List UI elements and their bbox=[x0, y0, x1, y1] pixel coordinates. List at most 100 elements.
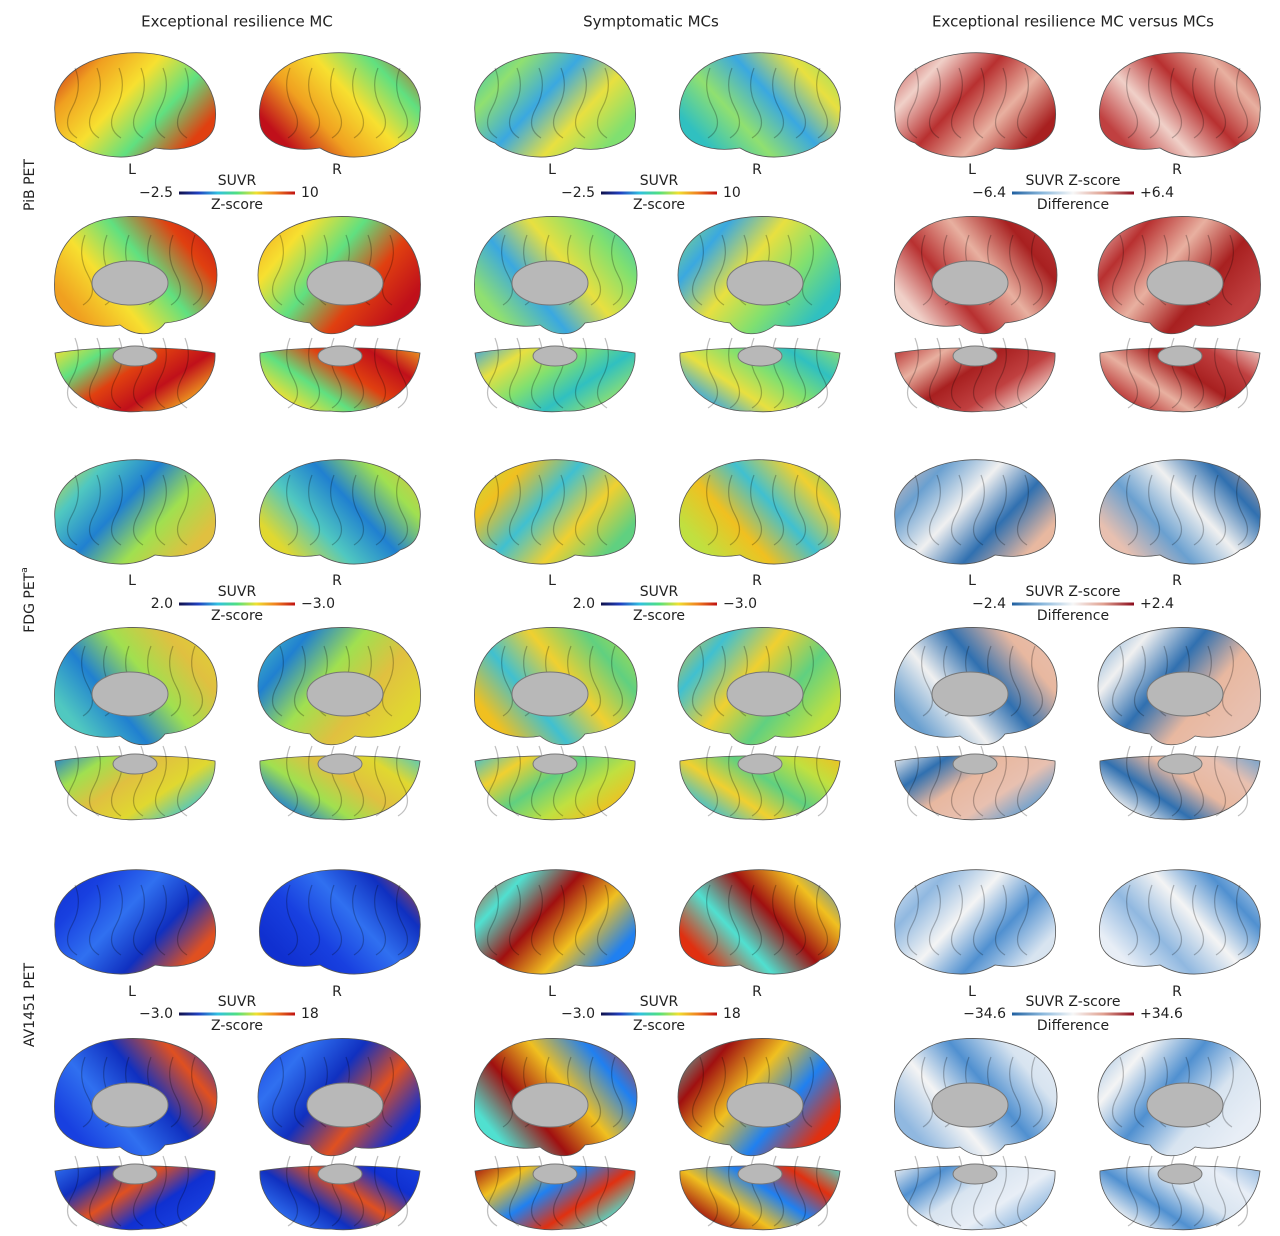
colorbar-subtitle: Z-score bbox=[633, 608, 685, 624]
sulcus bbox=[1236, 67, 1249, 139]
colorbar-min: −2.4 bbox=[972, 596, 1006, 612]
colorbar-max: +2.4 bbox=[1140, 596, 1174, 612]
hemisphere-label: R bbox=[332, 162, 342, 178]
brain-medial bbox=[257, 1038, 421, 1157]
hemisphere-label: L bbox=[968, 162, 976, 178]
row-label: FDG PETa bbox=[20, 567, 39, 633]
sulcus bbox=[88, 474, 101, 546]
sulcus bbox=[772, 884, 785, 956]
subcortical bbox=[931, 671, 1009, 717]
hemisphere-label: L bbox=[128, 984, 136, 1000]
colorbar-subtitle: Difference bbox=[1037, 608, 1109, 624]
sulcus bbox=[994, 1155, 1007, 1227]
sulcus bbox=[1133, 1056, 1146, 1128]
brainstem bbox=[952, 1163, 998, 1185]
sulcus bbox=[728, 1155, 741, 1227]
sulcus bbox=[706, 1155, 719, 1227]
hemisphere-label: R bbox=[332, 984, 342, 1000]
sulcus bbox=[596, 67, 609, 139]
brain-ventral bbox=[1099, 745, 1261, 821]
brain-ventral bbox=[54, 337, 216, 413]
brainstem bbox=[737, 753, 783, 775]
sulcus bbox=[66, 474, 79, 546]
hemisphere-label: L bbox=[968, 573, 976, 589]
sulcus bbox=[308, 745, 321, 817]
sulcus bbox=[154, 67, 167, 139]
colorbar bbox=[601, 191, 717, 195]
column-title: Symptomatic MCs bbox=[583, 13, 719, 31]
brain-ventral bbox=[474, 745, 636, 821]
cortex bbox=[54, 869, 217, 975]
sulcus bbox=[286, 1155, 299, 1227]
sulcus bbox=[1126, 745, 1139, 817]
hemisphere-label: R bbox=[1172, 162, 1182, 178]
sulcus bbox=[88, 1155, 101, 1227]
brainstem bbox=[1157, 1163, 1203, 1185]
brain-medial bbox=[54, 627, 218, 746]
brain-ventral bbox=[679, 337, 841, 413]
sulcus bbox=[486, 1155, 499, 1227]
hemisphere-label: L bbox=[548, 162, 556, 178]
hemisphere-label: L bbox=[128, 573, 136, 589]
brain-ventral bbox=[679, 745, 841, 821]
sulcus bbox=[1236, 745, 1249, 817]
sulcus bbox=[508, 337, 521, 409]
sulcus bbox=[486, 337, 499, 409]
cortex bbox=[258, 869, 421, 975]
sulcus bbox=[308, 1155, 321, 1227]
sulcus bbox=[530, 884, 543, 956]
brain-lateral bbox=[678, 459, 841, 565]
sulcus bbox=[728, 67, 741, 139]
brain-medial bbox=[1097, 627, 1261, 746]
sulcus bbox=[508, 474, 521, 546]
cortex bbox=[894, 459, 1057, 565]
sulcus bbox=[176, 1155, 189, 1227]
cortex bbox=[1098, 869, 1261, 975]
brain-medial bbox=[474, 627, 638, 746]
sulcus bbox=[794, 337, 807, 409]
cortex bbox=[894, 52, 1057, 158]
brain-lateral bbox=[678, 52, 841, 158]
sulcus bbox=[66, 67, 79, 139]
brain-lateral bbox=[474, 52, 637, 158]
sulcus bbox=[1009, 234, 1022, 306]
colorbar-min: −34.6 bbox=[963, 1006, 1006, 1022]
sulcus bbox=[1236, 474, 1249, 546]
sulcus bbox=[66, 745, 79, 817]
sulcus bbox=[1148, 67, 1161, 139]
subcortical bbox=[91, 260, 169, 306]
brain-ventral bbox=[894, 337, 1056, 413]
brain-ventral bbox=[894, 745, 1056, 821]
sulcus bbox=[396, 474, 409, 546]
sulcus bbox=[88, 745, 101, 817]
brainstem bbox=[1157, 753, 1203, 775]
sulcus bbox=[308, 474, 321, 546]
sulcus bbox=[728, 884, 741, 956]
hemisphere-label: L bbox=[548, 573, 556, 589]
colorbar bbox=[1012, 1012, 1134, 1016]
cortex bbox=[678, 52, 841, 158]
sulcus bbox=[286, 337, 299, 409]
sulcus bbox=[994, 67, 1007, 139]
sulcus bbox=[330, 67, 343, 139]
sulcus bbox=[1148, 474, 1161, 546]
sulcus bbox=[381, 1056, 394, 1128]
row-label-text: FDG PET bbox=[22, 572, 38, 632]
sulcus bbox=[352, 474, 365, 546]
sulcus bbox=[308, 884, 321, 956]
colorbar-min: −3.0 bbox=[139, 1006, 173, 1022]
sulcus bbox=[81, 234, 94, 306]
sulcus bbox=[132, 474, 145, 546]
subcortical bbox=[91, 671, 169, 717]
brainstem bbox=[317, 1163, 363, 1185]
sulcus bbox=[1111, 1056, 1124, 1128]
sulcus bbox=[994, 337, 1007, 409]
sulcus bbox=[1009, 645, 1022, 717]
sulcus bbox=[1031, 1056, 1044, 1128]
brainstem bbox=[112, 1163, 158, 1185]
brain-medial bbox=[54, 216, 218, 335]
sulcus bbox=[1148, 884, 1161, 956]
sulcus bbox=[596, 884, 609, 956]
sulcus bbox=[308, 337, 321, 409]
sulcus bbox=[1214, 884, 1227, 956]
